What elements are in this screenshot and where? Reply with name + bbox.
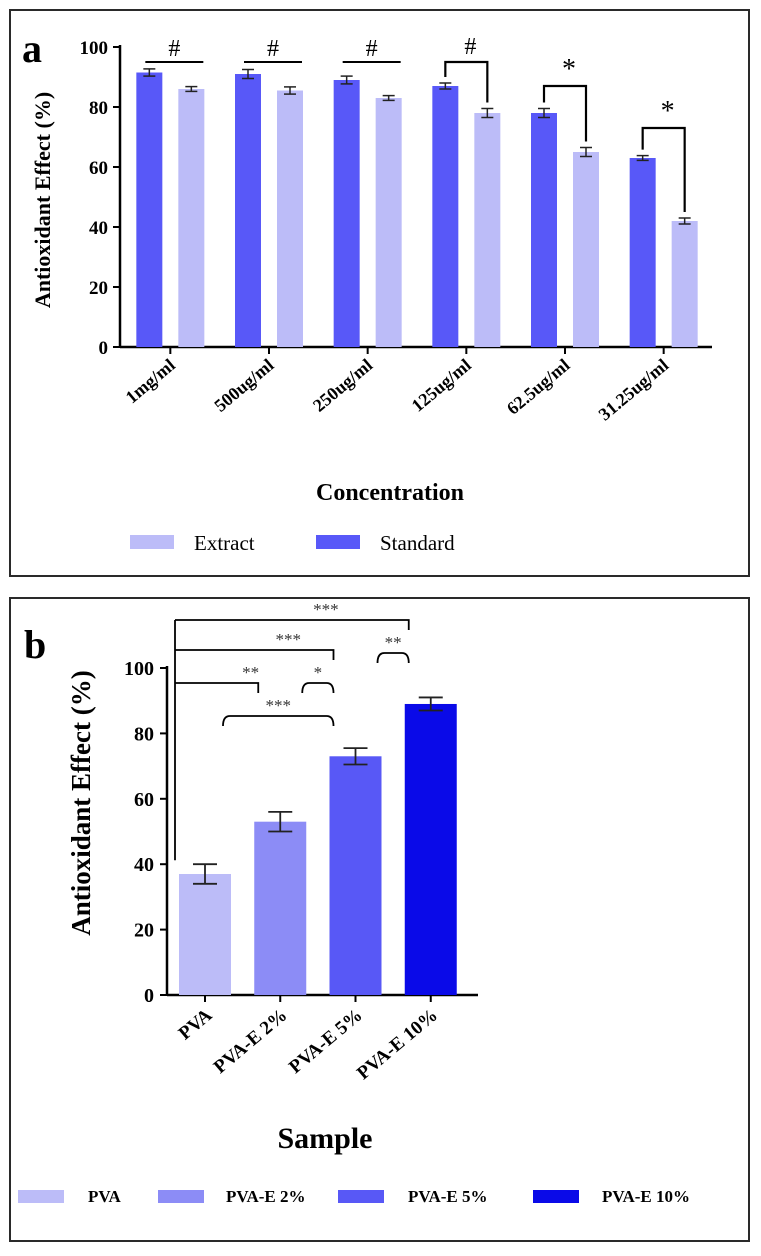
panel-b-xlabel: Sample [277, 1122, 372, 1155]
panel-a-bar-standard [432, 86, 459, 347]
panel-b-ytick-label: 0 [144, 985, 154, 1007]
panel-b-legend-label: PVA-E 5% [408, 1187, 488, 1206]
panel-a-ytick-label: 80 [89, 98, 108, 119]
panel-b-sig-bracket [175, 649, 335, 660]
panel-a-bar-standard [531, 113, 557, 347]
panel-b-legend-label: PVA-E 2% [226, 1187, 306, 1206]
panel-a-bar-extract [671, 221, 698, 347]
panel-a-sig-label: * [562, 54, 576, 85]
panel-b-ylabel: Antioxidant Effect (%) [66, 670, 96, 935]
panel-a-ylabel: Antioxidant Effect (%) [30, 92, 55, 308]
panel-b-ytick-label: 20 [134, 920, 154, 942]
panel-a-legend-swatch [316, 535, 360, 549]
panel-b-ytick-label: 80 [134, 723, 154, 745]
panel-a-bar-extract [277, 90, 303, 347]
panel-a-sig-label: # [366, 36, 378, 62]
panel-b-legend-label: PVA [88, 1187, 121, 1206]
panel-a-xtick-label: 125ug/ml [408, 355, 475, 416]
panel-b-sig-bracket [175, 682, 260, 693]
panel-b-sig-bracket [175, 619, 410, 630]
panel-b-sig-label: *** [313, 600, 339, 619]
panel-a-sig-label: # [464, 34, 476, 60]
panel-b-bar [179, 874, 231, 995]
panel-a-legend-swatch [130, 535, 174, 549]
panel-b-bar [329, 756, 382, 995]
panel-b-sig-bracket [222, 715, 335, 727]
panel-a-ytick-label: 40 [89, 218, 108, 239]
panel-a-legend-label: Extract [194, 531, 255, 555]
panel-a-bar-standard [136, 72, 163, 347]
panel-b-sig-label: ** [242, 663, 259, 682]
panel-b-ytick-label: 60 [134, 789, 154, 811]
panel-b-sig-bracket [376, 652, 410, 664]
panel-b-xtick-label: PVA-E 2% [210, 1005, 292, 1078]
panel-b-sig-label: * [314, 663, 323, 682]
panel-b-legend-swatch [533, 1190, 579, 1203]
panel-b-legend-label: PVA-E 10% [602, 1187, 690, 1206]
panel-a-ytick-label: 60 [89, 158, 108, 179]
panel-a-bar-standard [629, 158, 656, 347]
panel-a-bar-extract [178, 89, 205, 347]
panel-a-xtick-label: 1mg/ml [122, 355, 179, 408]
panel-a-ytick-label: 0 [99, 338, 109, 359]
panel-a-chart: 0 20 40 60 80 100 1mg/ml #500ug/ml #250ug/ml #125… [80, 34, 712, 555]
panel-b-sig-label: ** [385, 633, 402, 652]
panel-a-bar-extract [474, 113, 501, 347]
panel-a-xtick-label: 500ug/ml [210, 355, 277, 416]
panel-b-sig-label: *** [266, 696, 292, 715]
panel-a-ytick-label: 20 [89, 278, 108, 299]
panel-b-sig-bracket [301, 682, 335, 694]
panel-b-ytick-label: 40 [134, 854, 154, 876]
panel-a-bar-extract [573, 152, 599, 347]
panel-b-bar [404, 703, 457, 995]
panel-a-sig-label: * [661, 96, 675, 127]
panel-a-xtick-label: 250ug/ml [309, 355, 376, 416]
panel-b-sig-label: *** [276, 630, 302, 649]
panel-b-ytick-label: 100 [124, 658, 154, 680]
panel-b-legend-swatch [338, 1190, 384, 1203]
panel-b-label: b [24, 622, 46, 667]
panel-a-label: a [22, 26, 42, 71]
panel-b-xtick-label: PVA-E 10% [353, 1005, 442, 1084]
panel-a-xtick-label: 62.5ug/ml [503, 355, 574, 419]
panel-b-legend-swatch [18, 1190, 64, 1203]
panel-a-bar-extract [375, 98, 402, 347]
panel-a-xtick-label: 31.25ug/ml [595, 355, 673, 425]
panel-a-sig-label: # [168, 36, 180, 62]
panel-a-sig-bracket [641, 126, 686, 212]
panel-a-sig-label: # [267, 36, 279, 62]
panel-a-bar-standard [333, 80, 360, 347]
panel-a-legend-label: Standard [380, 531, 455, 555]
panel-a-xlabel: Concentration [316, 480, 464, 506]
panel-b-xtick-label: PVA [175, 1005, 217, 1045]
panel-b-bar [254, 821, 307, 995]
panel-a-sig-bracket [444, 60, 489, 103]
panel-a-ytick-label: 100 [80, 38, 109, 59]
panel-b-legend-swatch [158, 1190, 204, 1203]
panel-a-sig-bracket [542, 84, 588, 142]
panel-a-bar-standard [235, 74, 261, 347]
